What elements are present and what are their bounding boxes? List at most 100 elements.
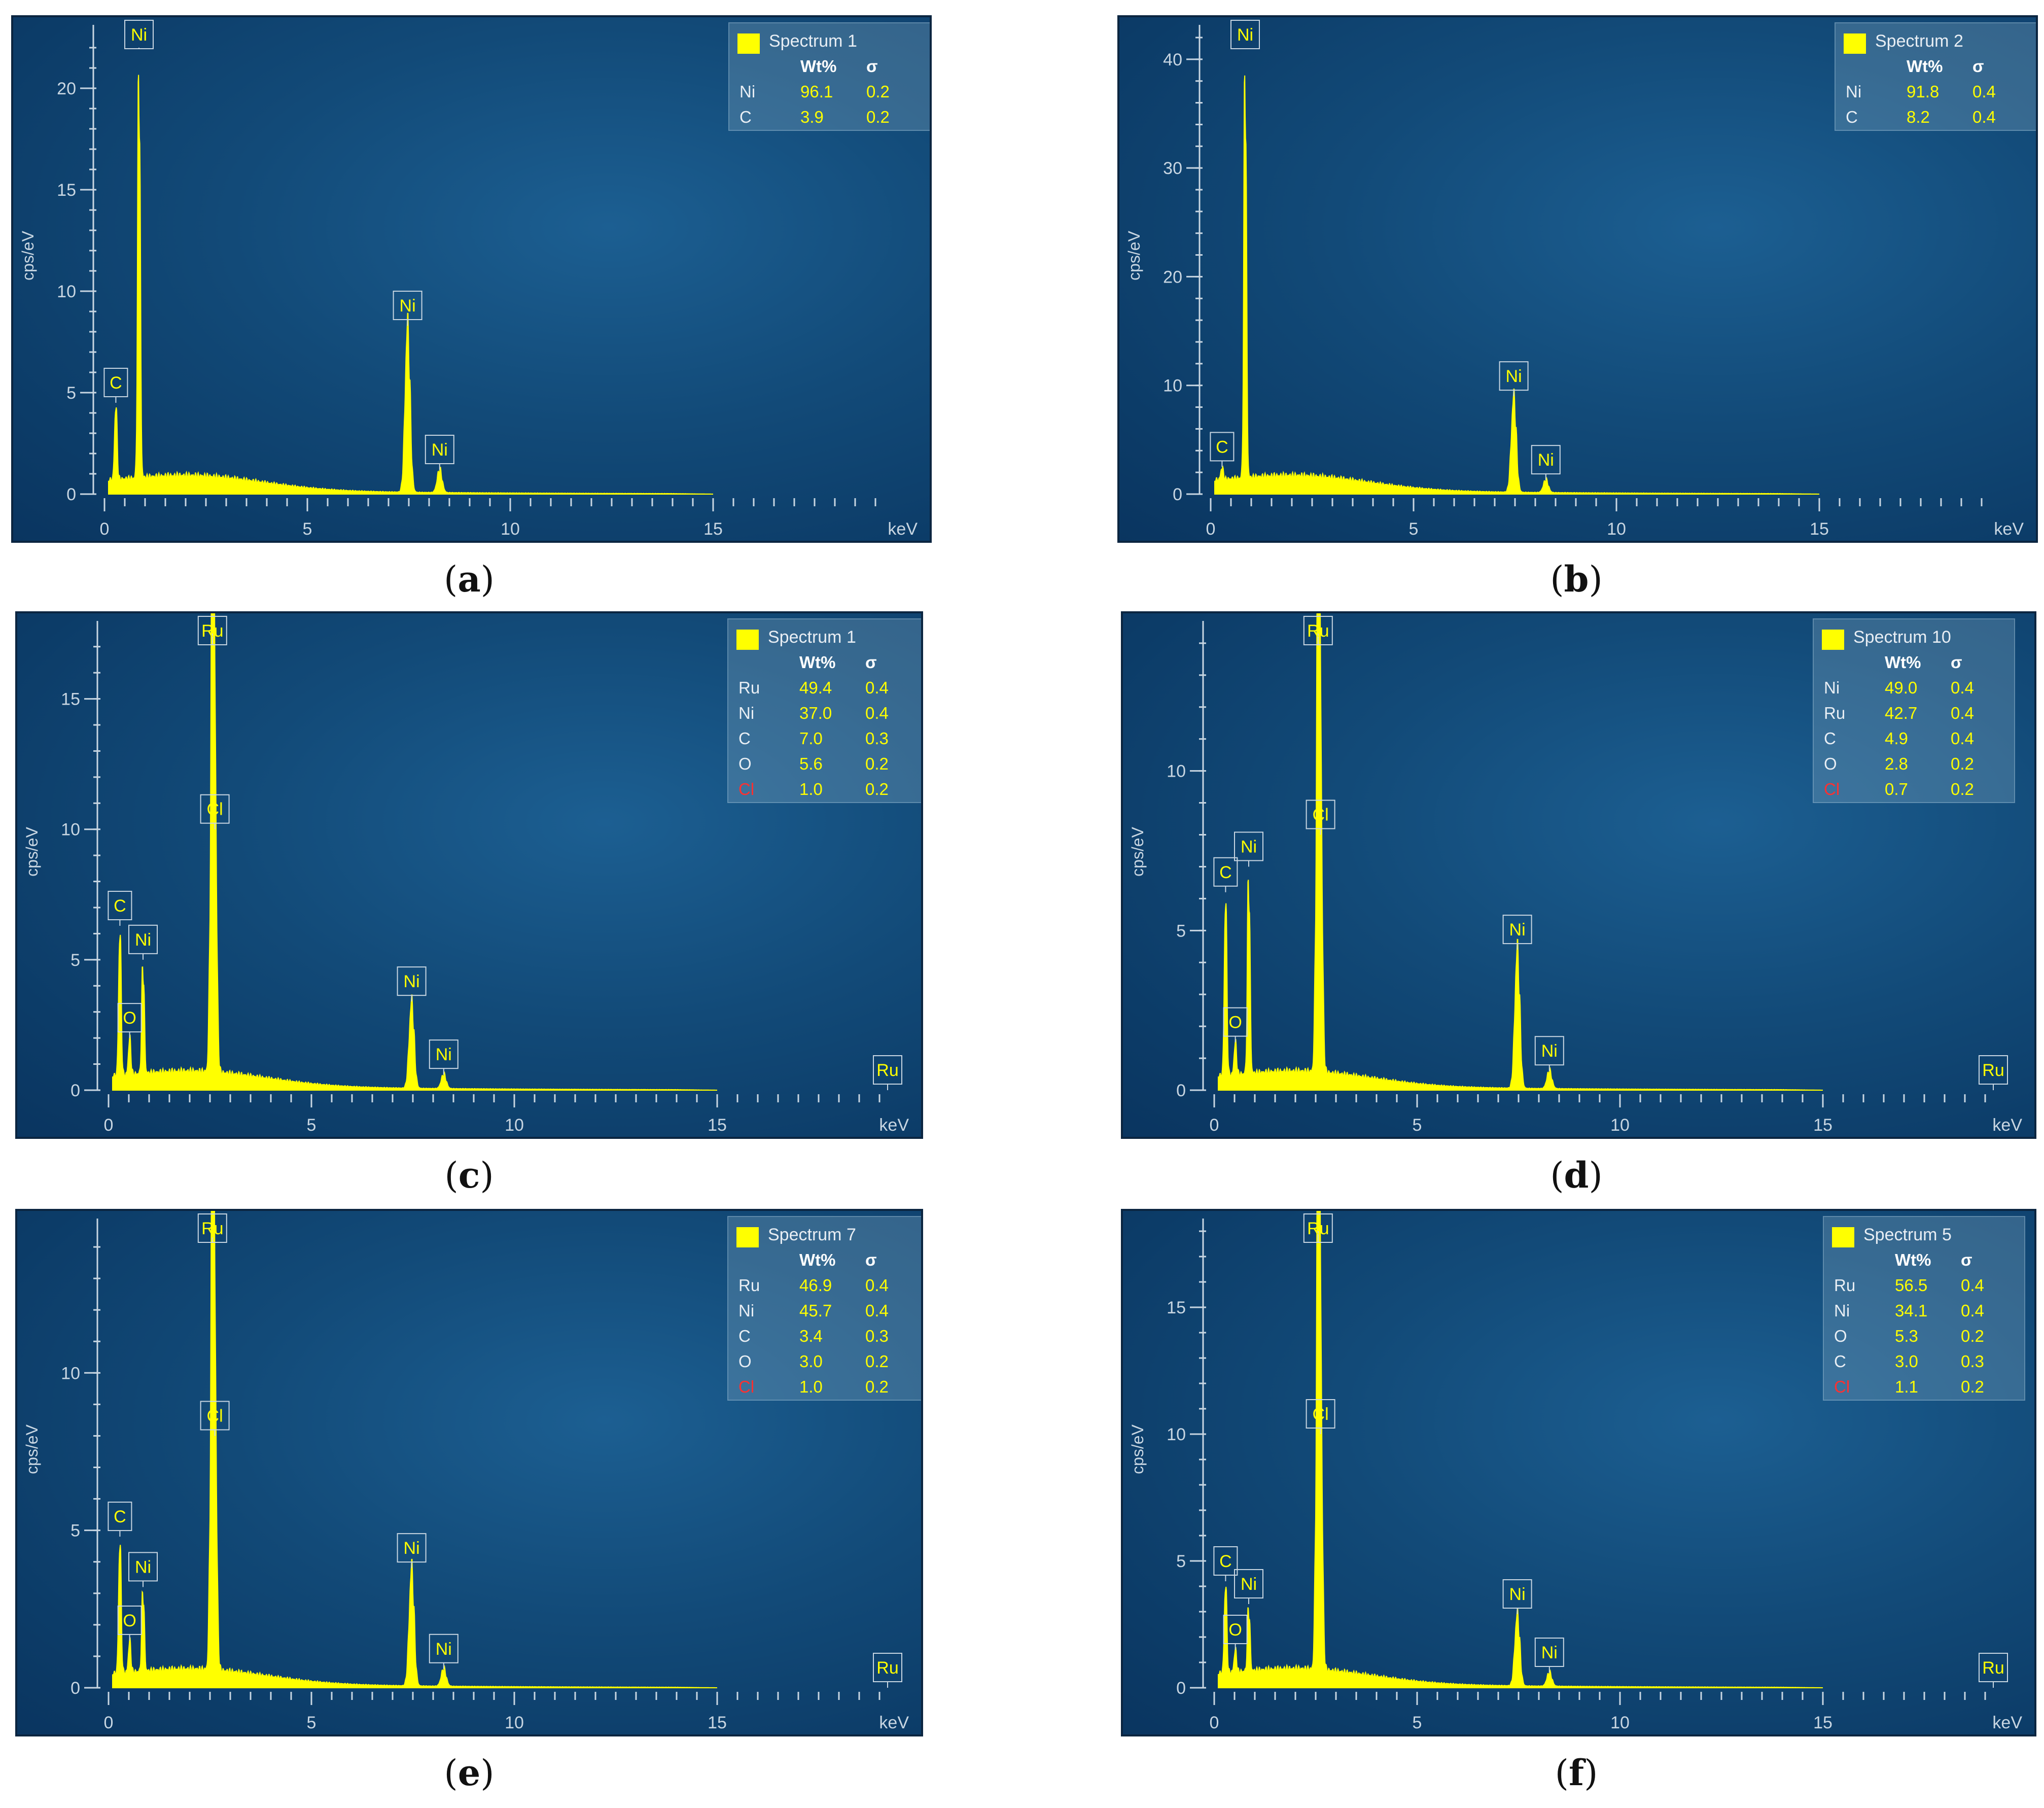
svg-text:Ni: Ni [135, 930, 151, 950]
spectrum-legend: Spectrum 1 Wt% σ Ni 96.1 0.2 C 3.9 0.2 [728, 22, 930, 131]
y-tick-label: 20 [57, 79, 76, 98]
legend-element: Ru [1824, 704, 1846, 722]
spectrum-panel-e: 0 5 10 0 5 10 15 keV cps/eV C O Ni Ru Cl Ni Ni Ru Spectru… [15, 1209, 923, 1736]
svg-text:Ru: Ru [876, 1658, 898, 1678]
panel-caption: (e) [393, 1752, 545, 1794]
legend-wt-value: 37.0 [799, 704, 832, 722]
peak-label-cl: Cl [200, 1401, 230, 1436]
svg-text:Ni: Ni [1541, 1041, 1558, 1061]
legend-element: Cl [738, 780, 755, 798]
peak-label-ni: Ni [425, 435, 454, 470]
y-tick-label: 0 [1176, 1679, 1186, 1698]
peak-label-ni: Ni [1230, 20, 1260, 49]
svg-text:Ni: Ni [1509, 920, 1526, 940]
legend-element: Cl [1824, 780, 1840, 798]
x-tick-label: 15 [1813, 1713, 1832, 1732]
spectrum-trace [1218, 613, 1823, 1091]
caption-paren-close: ) [1584, 1752, 1598, 1794]
caption-paren-open: ( [444, 559, 458, 600]
y-axis-label: cps/eV [1125, 230, 1143, 280]
y-axis-label: cps/eV [1129, 826, 1147, 876]
x-unit-label: keV [879, 1713, 909, 1732]
y-tick-label: 5 [66, 384, 76, 403]
svg-text:Ru: Ru [201, 1219, 223, 1238]
peak-label-ni: Ni [429, 1039, 459, 1075]
y-axis-label: cps/eV [19, 230, 37, 280]
spectrum-legend: Spectrum 2 Wt% σ Ni 91.8 0.4 C 8.2 0.4 [1835, 22, 2036, 131]
spectrum-panel-f: 0 5 10 15 0 5 10 15 keV cps/eV C O Ni Ru Cl Ni Ni Ru Spect… [1121, 1209, 2036, 1736]
x-tick-label: 10 [1610, 1713, 1630, 1732]
peak-label-ni: Ni [128, 924, 158, 960]
spectrum-legend: Spectrum 1 Wt% σ Ru 49.4 0.4 Ni 37.0 0.4 C 7.0 0.3 O… [727, 618, 921, 803]
x-tick-label: 0 [1210, 1116, 1219, 1135]
legend-wt-value: 4.9 [1885, 729, 1908, 748]
x-tick-label: 5 [1413, 1116, 1422, 1135]
legend-wt-value: 3.4 [799, 1327, 823, 1345]
svg-text:Ru: Ru [1982, 1658, 2004, 1678]
legend-sigma-value: 0.4 [1961, 1301, 1984, 1320]
svg-text:O: O [1228, 1013, 1242, 1032]
legend-swatch [1832, 1227, 1854, 1247]
x-tick-label: 5 [307, 1713, 316, 1732]
legend-header-wt: Wt% [1895, 1250, 1931, 1269]
peak-label-o: O [117, 1003, 142, 1038]
x-unit-label: keV [879, 1116, 909, 1135]
x-tick-label: 10 [505, 1713, 524, 1732]
peak-label-c: C [1213, 857, 1238, 892]
x-tick-label: 0 [1206, 519, 1216, 539]
svg-text:O: O [1228, 1620, 1242, 1640]
svg-text:Cl: Cl [1313, 1405, 1329, 1424]
x-tick-label: 15 [708, 1713, 727, 1732]
caption-letter: f [1568, 1752, 1584, 1794]
svg-text:Ni: Ni [1241, 1575, 1257, 1594]
peak-label-ni: Ni [393, 291, 422, 326]
legend-wt-value: 46.9 [799, 1276, 832, 1295]
legend-element: C [738, 729, 751, 748]
caption-paren-open: ( [1550, 559, 1564, 600]
legend-sigma-value: 0.4 [1972, 82, 1996, 101]
y-tick-label: 0 [71, 1679, 80, 1698]
peak-label-o: O [1223, 1007, 1248, 1042]
y-tick-label: 5 [1176, 1552, 1186, 1571]
panel-caption: (a) [393, 558, 545, 600]
caption-paren-open: ( [1550, 1155, 1564, 1196]
svg-text:Ni: Ni [131, 25, 147, 45]
x-tick-label: 15 [703, 519, 723, 539]
legend-header-sigma: σ [866, 57, 878, 76]
legend-sigma-value: 0.4 [1951, 704, 1974, 722]
legend-header-sigma: σ [1961, 1250, 1972, 1269]
svg-text:Ni: Ni [1538, 450, 1554, 470]
spectrum-trace [112, 613, 717, 1091]
x-tick-label: 10 [1610, 1116, 1630, 1135]
legend-element: C [1846, 108, 1858, 126]
spectrum-panel-b: 0 10 20 30 40 0 5 10 15 keV cps/eV C Ni Ni Ni Spectrum … [1117, 15, 2038, 543]
legend-element: Ru [1834, 1276, 1856, 1295]
caption-letter: a [457, 558, 481, 600]
x-tick-label: 0 [104, 1713, 114, 1732]
legend-wt-value: 42.7 [1885, 704, 1918, 722]
legend-sigma-value: 0.3 [865, 1327, 889, 1345]
svg-text:O: O [123, 1009, 136, 1028]
panel-caption: (f) [1500, 1752, 1652, 1794]
legend-sigma-value: 0.4 [865, 1276, 889, 1295]
caption-letter: e [457, 1752, 481, 1794]
legend-wt-value: 49.4 [799, 678, 832, 697]
caption-paren-close: ) [1589, 559, 1603, 600]
legend-sigma-value: 0.2 [1951, 754, 1974, 773]
peak-label-ni: Ni [1234, 831, 1263, 867]
peak-label-ni: Ni [1499, 361, 1529, 397]
legend-header-wt: Wt% [1885, 653, 1921, 672]
peak-label-ru: Ru [873, 1055, 902, 1090]
peak-label-o: O [1223, 1615, 1248, 1650]
legend-sigma-value: 0.2 [1951, 780, 1974, 798]
legend-sigma-value: 0.2 [866, 82, 890, 101]
legend-wt-value: 1.0 [799, 780, 823, 798]
svg-text:Ru: Ru [201, 621, 223, 641]
y-axis-label: cps/eV [23, 826, 41, 876]
legend-sigma-value: 0.2 [865, 1377, 889, 1396]
spectrum-legend: Spectrum 10 Wt% σ Ni 49.0 0.4 Ru 42.7 0.4 C 4.9 0.4… [1813, 618, 2015, 803]
legend-wt-value: 1.0 [799, 1377, 823, 1396]
peak-label-ni: Ni [1531, 445, 1561, 480]
spectrum-panel-c: 0 5 10 15 0 5 10 15 keV cps/eV C O Ni Ru Cl Ni Ni Ru Spect… [15, 611, 923, 1139]
